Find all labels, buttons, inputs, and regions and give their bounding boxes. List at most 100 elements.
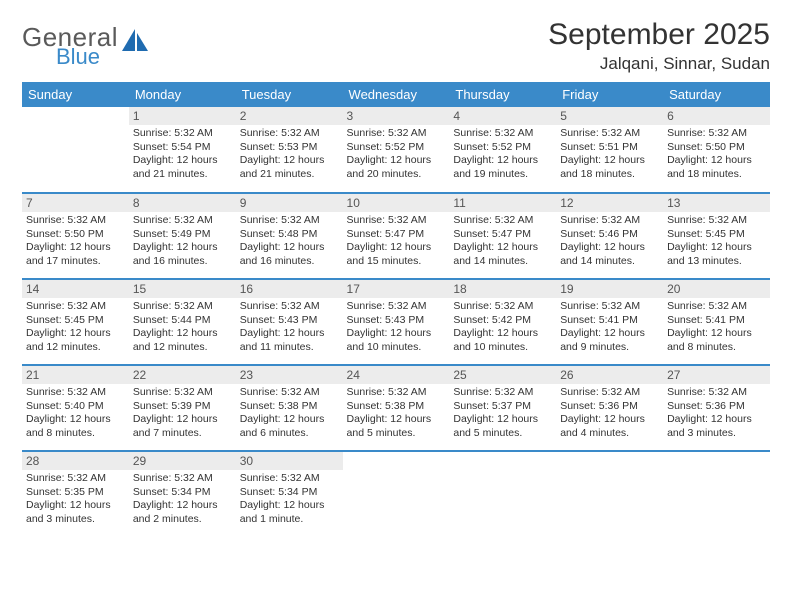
calendar-cell xyxy=(663,451,770,537)
calendar-cell: 27Sunrise: 5:32 AMSunset: 5:36 PMDayligh… xyxy=(663,365,770,451)
cell-body: Sunrise: 5:32 AMSunset: 5:38 PMDaylight:… xyxy=(236,384,343,441)
calendar-cell: 4Sunrise: 5:32 AMSunset: 5:52 PMDaylight… xyxy=(449,107,556,193)
day-number: 24 xyxy=(343,366,450,384)
calendar-cell: 15Sunrise: 5:32 AMSunset: 5:44 PMDayligh… xyxy=(129,279,236,365)
cell-body: Sunrise: 5:32 AMSunset: 5:36 PMDaylight:… xyxy=(663,384,770,441)
sunset-text: Sunset: 5:40 PM xyxy=(26,400,125,414)
sunrise-text: Sunrise: 5:32 AM xyxy=(560,127,659,141)
sunset-text: Sunset: 5:42 PM xyxy=(453,314,552,328)
calendar-cell: 26Sunrise: 5:32 AMSunset: 5:36 PMDayligh… xyxy=(556,365,663,451)
cell-body: Sunrise: 5:32 AMSunset: 5:43 PMDaylight:… xyxy=(236,298,343,355)
calendar-cell: 9 Sunrise: 5:32 AMSunset: 5:48 PMDaylight… xyxy=(236,193,343,279)
daylight-text: Daylight: 12 hours and 16 minutes. xyxy=(240,241,339,268)
calendar-cell xyxy=(22,107,129,193)
sunset-text: Sunset: 5:36 PM xyxy=(560,400,659,414)
calendar-cell: 25Sunrise: 5:32 AMSunset: 5:37 PMDayligh… xyxy=(449,365,556,451)
day-number: 12 xyxy=(556,194,663,212)
calendar-cell xyxy=(556,451,663,537)
day-number: 21 xyxy=(22,366,129,384)
cell-body: Sunrise: 5:32 AMSunset: 5:41 PMDaylight:… xyxy=(663,298,770,355)
day-number: 23 xyxy=(236,366,343,384)
calendar-cell: 8Sunrise: 5:32 AMSunset: 5:49 PMDaylight… xyxy=(129,193,236,279)
sunset-text: Sunset: 5:50 PM xyxy=(667,141,766,155)
daylight-text: Daylight: 12 hours and 8 minutes. xyxy=(26,413,125,440)
sunrise-text: Sunrise: 5:32 AM xyxy=(560,386,659,400)
daylight-text: Daylight: 12 hours and 11 minutes. xyxy=(240,327,339,354)
cell-body: Sunrise: 5:32 AMSunset: 5:52 PMDaylight:… xyxy=(343,125,450,182)
sunrise-text: Sunrise: 5:32 AM xyxy=(240,127,339,141)
cell-body: Sunrise: 5:32 AMSunset: 5:44 PMDaylight:… xyxy=(129,298,236,355)
sunset-text: Sunset: 5:49 PM xyxy=(133,228,232,242)
page-title: September 2025 xyxy=(548,18,770,52)
calendar-cell: 11Sunrise: 5:32 AMSunset: 5:47 PMDayligh… xyxy=(449,193,556,279)
sunrise-text: Sunrise: 5:32 AM xyxy=(347,386,446,400)
calendar-cell: 5Sunrise: 5:32 AMSunset: 5:51 PMDaylight… xyxy=(556,107,663,193)
sunset-text: Sunset: 5:43 PM xyxy=(240,314,339,328)
sunset-text: Sunset: 5:52 PM xyxy=(453,141,552,155)
calendar-cell xyxy=(449,451,556,537)
sunset-text: Sunset: 5:35 PM xyxy=(26,486,125,500)
calendar-cell: 28Sunrise: 5:32 AMSunset: 5:35 PMDayligh… xyxy=(22,451,129,537)
day-number: 30 xyxy=(236,452,343,470)
day-number: 9 xyxy=(236,194,343,212)
sunrise-text: Sunrise: 5:32 AM xyxy=(347,127,446,141)
day-number: 27 xyxy=(663,366,770,384)
daylight-text: Daylight: 12 hours and 18 minutes. xyxy=(560,154,659,181)
sunrise-text: Sunrise: 5:32 AM xyxy=(133,472,232,486)
calendar-cell: 19Sunrise: 5:32 AMSunset: 5:41 PMDayligh… xyxy=(556,279,663,365)
sunset-text: Sunset: 5:53 PM xyxy=(240,141,339,155)
sunset-text: Sunset: 5:34 PM xyxy=(240,486,339,500)
sunset-text: Sunset: 5:43 PM xyxy=(347,314,446,328)
day-of-week-header: Wednesday xyxy=(343,82,450,107)
cell-body: Sunrise: 5:32 AMSunset: 5:50 PMDaylight:… xyxy=(663,125,770,182)
cell-body: Sunrise: 5:32 AMSunset: 5:52 PMDaylight:… xyxy=(449,125,556,182)
location-subtitle: Jalqani, Sinnar, Sudan xyxy=(548,54,770,74)
calendar-cell: 13Sunrise: 5:32 AMSunset: 5:45 PMDayligh… xyxy=(663,193,770,279)
sunrise-text: Sunrise: 5:32 AM xyxy=(560,214,659,228)
calendar-cell: 10Sunrise: 5:32 AMSunset: 5:47 PMDayligh… xyxy=(343,193,450,279)
sunrise-text: Sunrise: 5:32 AM xyxy=(26,214,125,228)
sunrise-text: Sunrise: 5:32 AM xyxy=(453,214,552,228)
sunrise-text: Sunrise: 5:32 AM xyxy=(667,127,766,141)
sail-icon xyxy=(122,29,150,58)
daylight-text: Daylight: 12 hours and 12 minutes. xyxy=(133,327,232,354)
daylight-text: Daylight: 12 hours and 3 minutes. xyxy=(26,499,125,526)
cell-body: Sunrise: 5:32 AMSunset: 5:34 PMDaylight:… xyxy=(236,470,343,527)
daylight-text: Daylight: 12 hours and 19 minutes. xyxy=(453,154,552,181)
sunrise-text: Sunrise: 5:32 AM xyxy=(240,386,339,400)
cell-body: Sunrise: 5:32 AMSunset: 5:42 PMDaylight:… xyxy=(449,298,556,355)
sunrise-text: Sunrise: 5:32 AM xyxy=(26,386,125,400)
sunset-text: Sunset: 5:51 PM xyxy=(560,141,659,155)
day-number: 16 xyxy=(236,280,343,298)
cell-body: Sunrise: 5:32 AMSunset: 5:51 PMDaylight:… xyxy=(556,125,663,182)
cell-body: Sunrise: 5:32 AMSunset: 5:39 PMDaylight:… xyxy=(129,384,236,441)
daylight-text: Daylight: 12 hours and 17 minutes. xyxy=(26,241,125,268)
calendar-cell: 23Sunrise: 5:32 AMSunset: 5:38 PMDayligh… xyxy=(236,365,343,451)
sunset-text: Sunset: 5:54 PM xyxy=(133,141,232,155)
day-of-week-header: Monday xyxy=(129,82,236,107)
daylight-text: Daylight: 12 hours and 15 minutes. xyxy=(347,241,446,268)
sunset-text: Sunset: 5:44 PM xyxy=(133,314,232,328)
calendar-cell xyxy=(343,451,450,537)
daylight-text: Daylight: 12 hours and 10 minutes. xyxy=(347,327,446,354)
logo: General Blue xyxy=(22,24,150,68)
day-of-week-header: Saturday xyxy=(663,82,770,107)
sunset-text: Sunset: 5:34 PM xyxy=(133,486,232,500)
sunrise-text: Sunrise: 5:32 AM xyxy=(133,127,232,141)
daylight-text: Daylight: 12 hours and 3 minutes. xyxy=(667,413,766,440)
day-number: 5 xyxy=(556,107,663,125)
sunset-text: Sunset: 5:38 PM xyxy=(240,400,339,414)
calendar-cell: 20Sunrise: 5:32 AMSunset: 5:41 PMDayligh… xyxy=(663,279,770,365)
sunrise-text: Sunrise: 5:32 AM xyxy=(240,300,339,314)
day-number: 25 xyxy=(449,366,556,384)
sunset-text: Sunset: 5:41 PM xyxy=(560,314,659,328)
calendar-cell: 12Sunrise: 5:32 AMSunset: 5:46 PMDayligh… xyxy=(556,193,663,279)
daylight-text: Daylight: 12 hours and 9 minutes. xyxy=(560,327,659,354)
sunrise-text: Sunrise: 5:32 AM xyxy=(240,214,339,228)
calendar-week-row: 1Sunrise: 5:32 AMSunset: 5:54 PMDaylight… xyxy=(22,107,770,193)
sunrise-text: Sunrise: 5:32 AM xyxy=(26,472,125,486)
calendar-cell: 29Sunrise: 5:32 AMSunset: 5:34 PMDayligh… xyxy=(129,451,236,537)
cell-body: Sunrise: 5:32 AMSunset: 5:53 PMDaylight:… xyxy=(236,125,343,182)
sunset-text: Sunset: 5:48 PM xyxy=(240,228,339,242)
sunrise-text: Sunrise: 5:32 AM xyxy=(347,214,446,228)
